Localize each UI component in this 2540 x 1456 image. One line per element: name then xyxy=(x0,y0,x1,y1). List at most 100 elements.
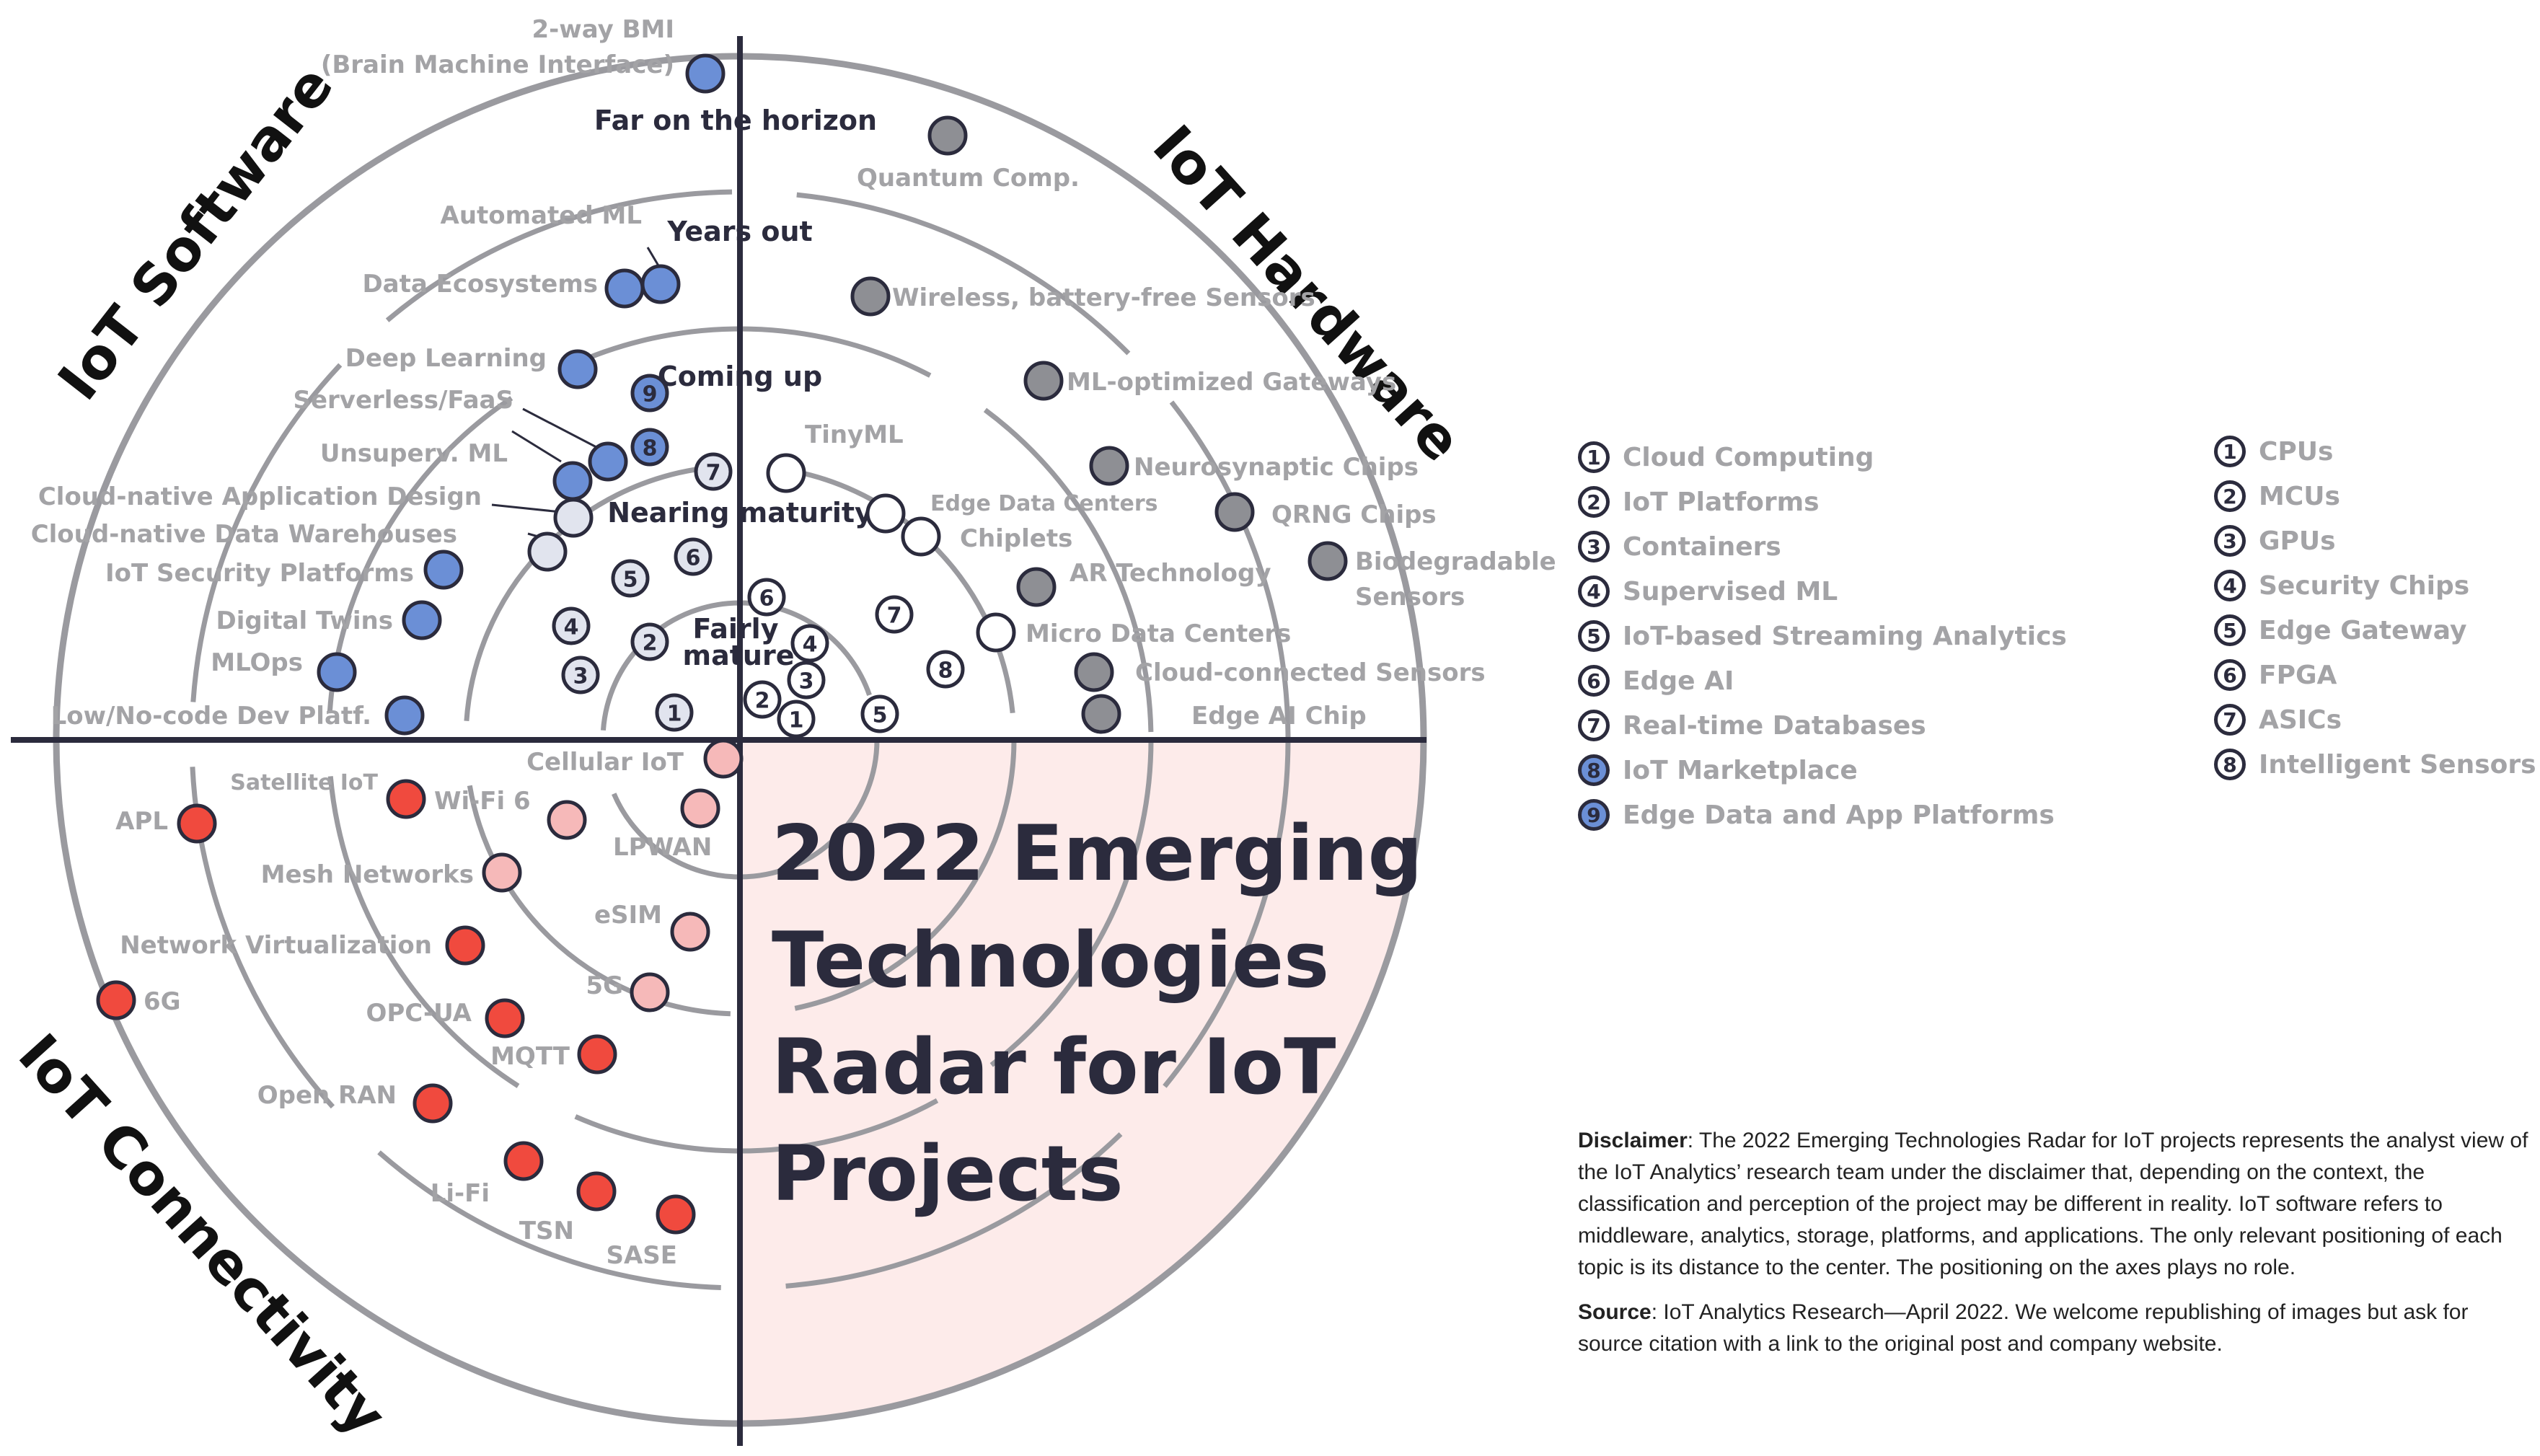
dot-tsn xyxy=(576,1171,617,1212)
legend-label: Supervised ML xyxy=(1623,576,1838,606)
ring-label-coming: Coming up xyxy=(658,361,822,392)
legend-item: 7 ASICs xyxy=(2214,697,2536,742)
label-opcua: OPC-UA xyxy=(366,999,472,1028)
dot-cloud-app xyxy=(553,498,594,538)
marker-sw-7: 7 xyxy=(706,461,721,486)
dot-quantum xyxy=(927,115,968,156)
label-data-ecosystems: Data Ecosystems xyxy=(362,270,598,299)
legend-item: 5 Edge Gateway xyxy=(2214,608,2536,653)
marker-hw-2: 2 xyxy=(755,689,770,714)
label-lpwan: LPWAN xyxy=(613,833,712,862)
source-text: : IoT Analytics Research—April 2022. We … xyxy=(1578,1300,2469,1356)
legend-label: Containers xyxy=(1623,531,1781,562)
dot-mqtt xyxy=(577,1034,617,1075)
label-tsn: TSN xyxy=(519,1217,574,1245)
label-iot-security: IoT Security Platforms xyxy=(105,559,414,588)
marker-sw-8: 8 xyxy=(643,436,658,462)
legend-item: 1 CPUs xyxy=(2214,429,2536,474)
ring-label-fairly: Fairly xyxy=(693,613,779,645)
marker-hw-3: 3 xyxy=(799,669,814,694)
label-micro-dc: Micro Data Centers xyxy=(1026,619,1291,648)
legend-label: MCUs xyxy=(2259,481,2340,511)
label-edge-ai-chip: Edge AI Chip xyxy=(1191,702,1367,731)
dot-lpwan xyxy=(680,788,720,829)
marker-hw-6: 6 xyxy=(759,586,775,612)
dot-unsuperv-ml xyxy=(552,461,593,501)
quadrant-fill xyxy=(740,740,1424,1424)
legend-badge: 5 xyxy=(1578,620,1610,652)
legend-label: Edge AI xyxy=(1623,666,1734,696)
label-cloud-dw: Cloud-native Data Warehouses xyxy=(31,520,457,549)
label-cloud-app: Cloud-native Application Design xyxy=(38,482,482,511)
dot-tinyml xyxy=(766,453,806,493)
legend-label: CPUs xyxy=(2259,436,2334,467)
legend-badge: 6 xyxy=(2214,659,2246,691)
legend-label: IoT-based Streaming Analytics xyxy=(1623,621,2067,651)
dot-mesh xyxy=(482,852,522,893)
label-serverless: Serverless/FaaS xyxy=(293,386,513,415)
legend-item: 6 FPGA xyxy=(2214,653,2536,697)
dot-edge-dc xyxy=(865,493,906,534)
legend-label: Cloud Computing xyxy=(1623,442,1874,472)
dot-iot-security xyxy=(423,550,464,590)
legend-item: 6 Edge AI xyxy=(1578,658,2067,703)
label-lowcode: Low/No-code Dev Platf. xyxy=(51,702,371,731)
dot-mesh-a xyxy=(547,800,587,840)
label-apl: APL xyxy=(115,807,168,836)
legend-label: Real-time Databases xyxy=(1623,710,1926,741)
legend-badge: 9 xyxy=(1578,799,1610,831)
legend-badge: 5 xyxy=(2214,614,2246,646)
label-wireless: Wireless, battery-free Sensors xyxy=(892,283,1315,312)
legend-item: 4 Security Chips xyxy=(2214,563,2536,608)
legend-badge: 8 xyxy=(1578,754,1610,786)
label-mesh: Mesh Networks xyxy=(261,860,474,889)
legend-label: IoT Platforms xyxy=(1623,487,1820,517)
title-line-1: 2022 Emerging xyxy=(772,809,1423,898)
legend-item: 5 IoT-based Streaming Analytics xyxy=(1578,614,2067,658)
title-line-2: Technologies xyxy=(772,916,1329,1005)
technology-dots xyxy=(96,53,1348,1235)
label-netvirt: Network Virtualization xyxy=(120,931,432,960)
dot-sase xyxy=(656,1194,696,1235)
label-openran: Open RAN xyxy=(257,1081,397,1110)
dot-cloud-dw xyxy=(527,531,568,572)
dot-data-ecosystems xyxy=(604,268,645,309)
legend-badge: 1 xyxy=(2214,436,2246,467)
label-6g: 6G xyxy=(144,987,181,1016)
legend-badge: 2 xyxy=(1578,486,1610,518)
legend-item: 8 IoT Marketplace xyxy=(1578,748,2067,793)
dot-serverless xyxy=(588,441,628,482)
hardware-number-markers xyxy=(743,578,965,738)
legend-item: 3 GPUs xyxy=(2214,519,2536,563)
legend-label: IoT Marketplace xyxy=(1623,755,1858,785)
ring-label-far: Far on the horizon xyxy=(594,105,877,136)
source-label: Source xyxy=(1578,1300,1652,1324)
label-cloud-sensors: Cloud-connected Sensors xyxy=(1135,658,1486,687)
dot-netvirt xyxy=(445,925,485,966)
source: Source: IoT Analytics Research—April 202… xyxy=(1578,1297,2537,1360)
dot-micro-dc xyxy=(976,612,1016,653)
dot-5g xyxy=(630,972,670,1012)
legend-label: Edge Gateway xyxy=(2259,615,2467,645)
legend-badge: 3 xyxy=(2214,525,2246,557)
dot-neuro xyxy=(1089,446,1129,486)
legend-label: Intelligent Sensors xyxy=(2259,749,2536,780)
marker-sw-1: 1 xyxy=(667,702,682,727)
legend-badge: 4 xyxy=(2214,570,2246,601)
legend-badge: 8 xyxy=(2214,749,2246,780)
ring-label-years: Years out xyxy=(666,216,812,247)
dot-ml-gateways xyxy=(1023,361,1064,401)
software-number-markers xyxy=(552,374,733,732)
label-deep-learning: Deep Learning xyxy=(345,344,547,373)
marker-sw-9: 9 xyxy=(643,382,658,407)
dot-lowcode xyxy=(384,695,425,736)
dot-ar xyxy=(1016,567,1057,607)
legend-badge: 4 xyxy=(1578,575,1610,607)
label-unsuperv-ml: Unsuperv. ML xyxy=(320,439,508,468)
legend-item: 1 Cloud Computing xyxy=(1578,435,2067,480)
legend-item: 2 IoT Platforms xyxy=(1578,480,2067,524)
label-chiplets: Chiplets xyxy=(960,524,1072,553)
label-mqtt: MQTT xyxy=(490,1042,570,1071)
marker-sw-2: 2 xyxy=(643,631,658,656)
dot-automated-ml xyxy=(640,264,681,304)
